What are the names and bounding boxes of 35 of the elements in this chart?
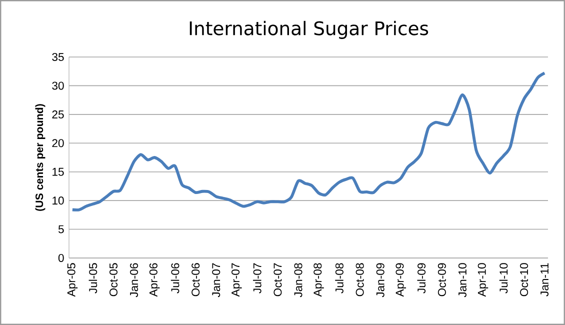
x-tick-label: Apr-05 xyxy=(67,263,78,297)
y-axis-title: (US cents per pound) xyxy=(35,104,46,211)
x-tick-label: Apr-06 xyxy=(149,263,160,297)
line-series xyxy=(70,72,546,212)
x-tick-label: Oct-10 xyxy=(520,263,528,296)
x-tick-label: Apr-10 xyxy=(478,263,488,297)
x-tick-label: Jul-06 xyxy=(170,263,180,294)
y-tick-label: 15 xyxy=(52,168,64,176)
y-tick-label: 20 xyxy=(52,139,64,148)
y-tick-label: 10 xyxy=(52,196,64,205)
y-tick-label: 30 xyxy=(52,82,64,90)
y-tick-label: 0 xyxy=(58,254,64,262)
y-tick-label: 5 xyxy=(58,225,64,234)
y-tick-label: 35 xyxy=(52,52,64,61)
x-tick-label: Oct-08 xyxy=(356,263,364,296)
x-tick-label: Apr-09 xyxy=(396,263,406,297)
x-tick-label: Jan-10 xyxy=(458,263,466,298)
x-tick-label: Jan-07 xyxy=(212,263,220,298)
y-tick-label: 25 xyxy=(52,110,64,118)
x-tick-label: Jul-10 xyxy=(499,263,508,294)
x-tick-label: Oct-06 xyxy=(192,263,200,296)
x-tick-label: Oct-09 xyxy=(438,263,446,296)
x-tick-label: Jan-06 xyxy=(130,263,138,298)
chart-title: International Sugar Prices xyxy=(190,20,428,39)
x-tick-label: Jul-07 xyxy=(253,263,262,294)
x-tick-label: Jan-11 xyxy=(540,263,549,296)
x-tick-label: Jul-05 xyxy=(88,263,98,294)
x-tick-label: Apr-07 xyxy=(232,263,242,297)
x-tick-label: Jul-09 xyxy=(417,263,426,294)
x-tick-label: Jan-08 xyxy=(294,263,302,298)
x-tick-label: Oct-07 xyxy=(274,263,282,296)
x-tick-label: Jan-09 xyxy=(376,263,384,298)
x-tick-label: Jul-08 xyxy=(335,263,344,294)
x-tick-label: Apr-08 xyxy=(314,263,324,297)
x-tick-label: Oct-05 xyxy=(109,263,118,296)
